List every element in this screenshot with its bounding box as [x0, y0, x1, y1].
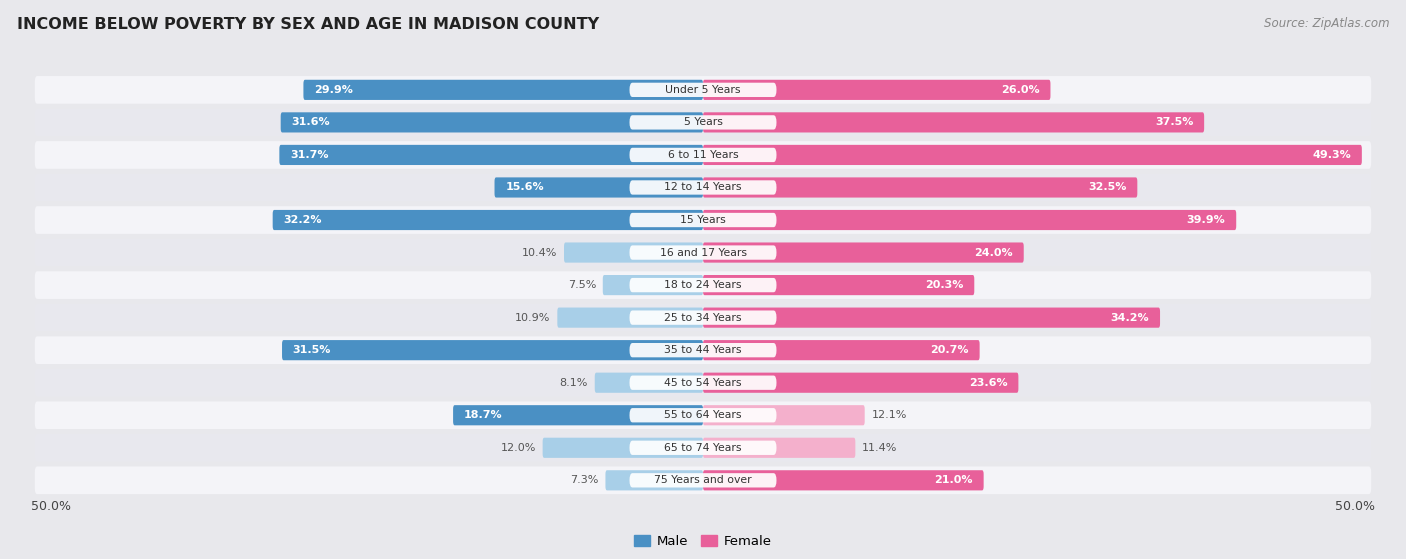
FancyBboxPatch shape: [495, 177, 703, 197]
Text: 15 Years: 15 Years: [681, 215, 725, 225]
Text: 31.7%: 31.7%: [290, 150, 329, 160]
FancyBboxPatch shape: [630, 473, 776, 487]
FancyBboxPatch shape: [35, 369, 1371, 396]
Text: 35 to 44 Years: 35 to 44 Years: [664, 345, 742, 355]
FancyBboxPatch shape: [630, 440, 776, 455]
Text: 7.3%: 7.3%: [571, 475, 599, 485]
FancyBboxPatch shape: [35, 401, 1371, 429]
FancyBboxPatch shape: [630, 213, 776, 227]
Text: Under 5 Years: Under 5 Years: [665, 85, 741, 95]
FancyBboxPatch shape: [630, 408, 776, 423]
FancyBboxPatch shape: [273, 210, 703, 230]
FancyBboxPatch shape: [603, 275, 703, 295]
FancyBboxPatch shape: [630, 115, 776, 130]
FancyBboxPatch shape: [564, 243, 703, 263]
Text: 75 Years and over: 75 Years and over: [654, 475, 752, 485]
Text: 24.0%: 24.0%: [974, 248, 1014, 258]
FancyBboxPatch shape: [35, 239, 1371, 267]
Legend: Male, Female: Male, Female: [628, 529, 778, 553]
FancyBboxPatch shape: [703, 80, 1050, 100]
FancyBboxPatch shape: [703, 307, 1160, 328]
FancyBboxPatch shape: [453, 405, 703, 425]
FancyBboxPatch shape: [703, 373, 1018, 393]
Text: 55 to 64 Years: 55 to 64 Years: [664, 410, 742, 420]
Text: 8.1%: 8.1%: [560, 378, 588, 388]
FancyBboxPatch shape: [703, 438, 855, 458]
Text: 10.4%: 10.4%: [522, 248, 557, 258]
FancyBboxPatch shape: [35, 206, 1371, 234]
FancyBboxPatch shape: [35, 108, 1371, 136]
FancyBboxPatch shape: [703, 112, 1204, 132]
FancyBboxPatch shape: [630, 148, 776, 162]
Text: 11.4%: 11.4%: [862, 443, 897, 453]
Text: 18.7%: 18.7%: [464, 410, 502, 420]
FancyBboxPatch shape: [703, 145, 1362, 165]
FancyBboxPatch shape: [703, 470, 984, 490]
Text: 12 to 14 Years: 12 to 14 Years: [664, 182, 742, 192]
Text: 32.2%: 32.2%: [284, 215, 322, 225]
Text: 5 Years: 5 Years: [683, 117, 723, 127]
FancyBboxPatch shape: [703, 405, 865, 425]
FancyBboxPatch shape: [557, 307, 703, 328]
Text: 7.5%: 7.5%: [568, 280, 596, 290]
FancyBboxPatch shape: [630, 376, 776, 390]
Text: 50.0%: 50.0%: [31, 500, 72, 514]
FancyBboxPatch shape: [630, 343, 776, 357]
Text: 45 to 54 Years: 45 to 54 Years: [664, 378, 742, 388]
FancyBboxPatch shape: [280, 145, 703, 165]
FancyBboxPatch shape: [630, 245, 776, 260]
FancyBboxPatch shape: [283, 340, 703, 360]
FancyBboxPatch shape: [35, 76, 1371, 103]
FancyBboxPatch shape: [703, 177, 1137, 197]
Text: 26.0%: 26.0%: [1001, 85, 1040, 95]
Text: 65 to 74 Years: 65 to 74 Years: [664, 443, 742, 453]
FancyBboxPatch shape: [304, 80, 703, 100]
Text: 25 to 34 Years: 25 to 34 Years: [664, 312, 742, 323]
Text: 34.2%: 34.2%: [1111, 312, 1149, 323]
Text: 31.6%: 31.6%: [291, 117, 330, 127]
Text: 39.9%: 39.9%: [1187, 215, 1226, 225]
Text: 12.0%: 12.0%: [501, 443, 536, 453]
Text: 6 to 11 Years: 6 to 11 Years: [668, 150, 738, 160]
Text: Source: ZipAtlas.com: Source: ZipAtlas.com: [1264, 17, 1389, 30]
FancyBboxPatch shape: [35, 304, 1371, 331]
FancyBboxPatch shape: [543, 438, 703, 458]
Text: 15.6%: 15.6%: [505, 182, 544, 192]
Text: 20.3%: 20.3%: [925, 280, 963, 290]
FancyBboxPatch shape: [703, 210, 1236, 230]
FancyBboxPatch shape: [35, 174, 1371, 201]
Text: 31.5%: 31.5%: [292, 345, 330, 355]
FancyBboxPatch shape: [35, 467, 1371, 494]
Text: 20.7%: 20.7%: [931, 345, 969, 355]
FancyBboxPatch shape: [595, 373, 703, 393]
FancyBboxPatch shape: [703, 275, 974, 295]
Text: INCOME BELOW POVERTY BY SEX AND AGE IN MADISON COUNTY: INCOME BELOW POVERTY BY SEX AND AGE IN M…: [17, 17, 599, 32]
Text: 29.9%: 29.9%: [314, 85, 353, 95]
FancyBboxPatch shape: [35, 141, 1371, 169]
Text: 12.1%: 12.1%: [872, 410, 907, 420]
Text: 49.3%: 49.3%: [1312, 150, 1351, 160]
FancyBboxPatch shape: [606, 470, 703, 490]
FancyBboxPatch shape: [281, 112, 703, 132]
Text: 23.6%: 23.6%: [969, 378, 1008, 388]
Text: 10.9%: 10.9%: [515, 312, 551, 323]
FancyBboxPatch shape: [35, 271, 1371, 299]
FancyBboxPatch shape: [703, 340, 980, 360]
FancyBboxPatch shape: [35, 337, 1371, 364]
Text: 16 and 17 Years: 16 and 17 Years: [659, 248, 747, 258]
FancyBboxPatch shape: [630, 181, 776, 195]
FancyBboxPatch shape: [630, 278, 776, 292]
FancyBboxPatch shape: [630, 310, 776, 325]
FancyBboxPatch shape: [630, 83, 776, 97]
Text: 50.0%: 50.0%: [1334, 500, 1375, 514]
FancyBboxPatch shape: [703, 243, 1024, 263]
Text: 37.5%: 37.5%: [1156, 117, 1194, 127]
Text: 18 to 24 Years: 18 to 24 Years: [664, 280, 742, 290]
FancyBboxPatch shape: [35, 434, 1371, 462]
Text: 32.5%: 32.5%: [1088, 182, 1126, 192]
Text: 21.0%: 21.0%: [935, 475, 973, 485]
